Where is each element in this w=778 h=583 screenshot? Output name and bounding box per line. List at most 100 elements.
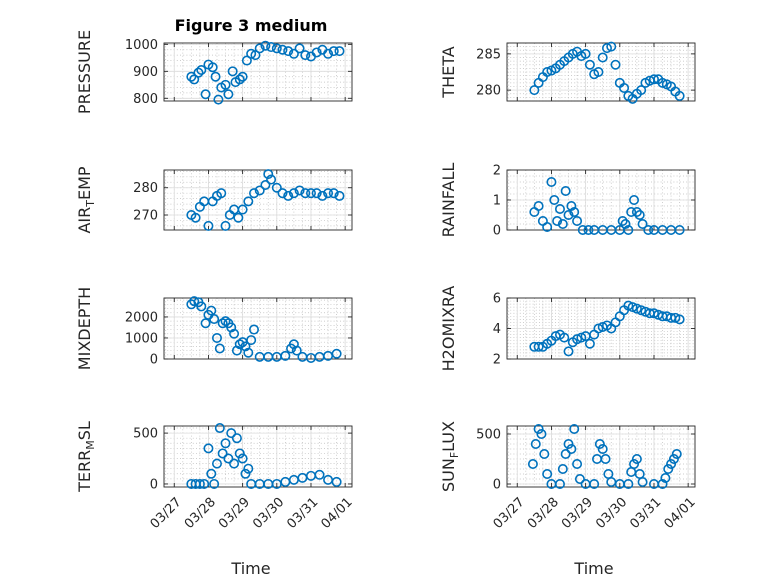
data-point <box>260 40 271 51</box>
data-series <box>529 300 685 357</box>
data-point <box>627 302 638 313</box>
data-point <box>200 89 211 100</box>
data-point <box>334 190 345 201</box>
data-point <box>617 216 628 227</box>
data-point <box>226 428 237 439</box>
data-point <box>209 314 220 325</box>
data-point <box>234 339 245 350</box>
data-point <box>243 196 254 207</box>
data-point <box>574 473 585 484</box>
data-point <box>300 50 311 61</box>
data-point <box>294 185 305 196</box>
data-point <box>237 71 248 82</box>
data-point <box>657 77 668 88</box>
data-point <box>237 204 248 215</box>
data-point <box>542 468 553 479</box>
data-point <box>300 188 311 199</box>
data-point <box>674 90 685 101</box>
data-point <box>214 343 225 354</box>
y-axis-label: TERRMSL <box>75 421 97 493</box>
data-point <box>200 318 211 329</box>
data-point <box>572 458 583 469</box>
data-point <box>193 67 204 78</box>
y-tick-label: 285 <box>476 47 501 62</box>
data-point <box>240 468 251 479</box>
data-point <box>623 300 634 311</box>
y-tick-label: 280 <box>133 181 158 196</box>
data-point <box>674 225 685 236</box>
subplot-6: 2 4 6 H2OMIXRA <box>439 286 696 371</box>
data-point <box>539 448 550 459</box>
data-series <box>529 177 685 236</box>
axes-box <box>163 169 353 231</box>
data-point <box>323 188 334 199</box>
data-point <box>199 478 210 489</box>
data-series <box>186 169 345 231</box>
y-axis-label: THETA <box>439 46 458 98</box>
data-point <box>328 188 339 199</box>
data-point <box>601 43 612 54</box>
y-tick-label: 800 <box>133 92 158 107</box>
data-point <box>311 47 322 58</box>
axes-box <box>163 42 353 102</box>
data-point <box>194 478 205 489</box>
data-point <box>234 74 245 85</box>
y-tick-label: 2 <box>493 353 501 368</box>
data-point <box>323 48 334 59</box>
data-point <box>280 350 291 361</box>
data-point <box>271 43 282 54</box>
data-point <box>620 219 631 230</box>
data-point <box>217 318 228 329</box>
data-point <box>217 448 228 459</box>
y-axis-label: PRESSURE <box>75 30 94 114</box>
data-point <box>334 46 345 57</box>
y-axis-label: SUNFLUX <box>439 421 461 492</box>
data-point <box>636 305 647 316</box>
data-series <box>527 423 682 489</box>
data-point <box>557 219 568 230</box>
data-point <box>597 52 608 63</box>
data-point <box>209 478 220 489</box>
data-point <box>584 338 595 349</box>
data-point <box>572 334 583 345</box>
data-series <box>186 423 342 489</box>
data-point <box>277 188 288 199</box>
data-point <box>631 207 642 218</box>
data-point <box>211 458 222 469</box>
y-axis-label: RAINFALL <box>439 163 458 238</box>
subplot-2: 280 285 THETA <box>439 41 696 104</box>
y-axis-label: AIRTEMP <box>75 166 97 233</box>
data-point <box>569 423 580 434</box>
data-point <box>234 448 245 459</box>
data-point <box>674 314 685 325</box>
data-point <box>271 182 282 193</box>
data-point <box>623 478 634 489</box>
data-point <box>266 42 277 53</box>
data-point <box>566 201 577 212</box>
y-tick-label: 280 <box>476 84 501 99</box>
data-point <box>260 180 271 191</box>
data-point <box>246 48 257 59</box>
data-point <box>536 428 547 439</box>
data-point <box>190 212 201 223</box>
data-point <box>283 46 294 57</box>
data-point <box>619 82 630 93</box>
data-point <box>533 423 544 434</box>
data-point <box>263 169 274 180</box>
data-point <box>231 345 242 356</box>
data-point <box>207 62 218 73</box>
subplot-3: 270 280 AIRTEMP <box>75 166 353 234</box>
data-point <box>277 44 288 55</box>
data-point <box>220 438 231 449</box>
data-point <box>288 339 299 350</box>
data-point <box>606 41 617 52</box>
data-point <box>637 476 648 487</box>
data-point <box>643 225 654 236</box>
data-point <box>668 453 679 464</box>
data-point <box>566 443 577 454</box>
data-point <box>660 472 671 483</box>
y-tick-label: 2 <box>493 164 501 179</box>
data-point <box>317 190 328 201</box>
